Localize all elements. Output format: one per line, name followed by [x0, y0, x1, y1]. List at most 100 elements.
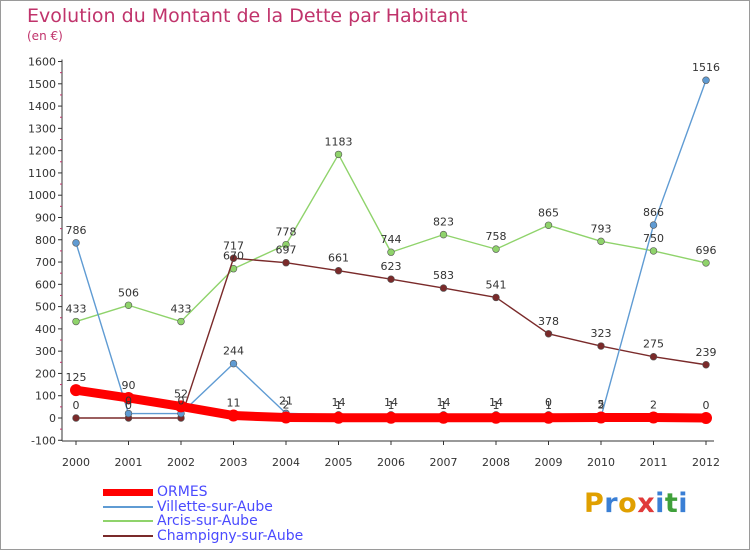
- data-label: 758: [486, 230, 507, 243]
- axes: -100010020030040050060070080090010001100…: [28, 56, 720, 469]
- data-point: [334, 267, 343, 275]
- legend-swatch-champigny: [103, 534, 153, 537]
- x-tick-label: 2011: [640, 456, 668, 469]
- data-point: [72, 414, 80, 422]
- data-label: 0: [178, 395, 185, 408]
- x-tick-label: 2005: [325, 456, 353, 469]
- data-label: 1: [388, 399, 395, 412]
- y-tick-label: 800: [35, 234, 56, 247]
- data-label: 583: [433, 269, 454, 282]
- x-tick-label: 2009: [535, 456, 563, 469]
- data-label: 1: [545, 399, 552, 412]
- data-point: [227, 409, 240, 422]
- data-label: 433: [66, 303, 87, 316]
- series-layer: [70, 76, 712, 424]
- data-label: 125: [66, 371, 87, 384]
- x-tick-label: 2007: [430, 456, 458, 469]
- logo-letter: o: [618, 488, 638, 519]
- data-label: 786: [66, 224, 87, 237]
- x-tick-label: 2008: [482, 456, 510, 469]
- data-point: [387, 248, 395, 256]
- data-label: 866: [643, 206, 664, 219]
- data-label: 696: [696, 244, 717, 257]
- data-label: 14: [489, 396, 503, 409]
- y-tick-label: 1100: [28, 167, 56, 180]
- data-point: [175, 400, 187, 413]
- data-label: 670: [223, 250, 244, 263]
- data-label: 865: [538, 206, 559, 219]
- data-label: 0: [125, 395, 132, 408]
- data-point: [280, 411, 292, 424]
- data-label: 5: [598, 398, 605, 411]
- data-point: [229, 254, 238, 262]
- data-point: [439, 230, 448, 239]
- data-label: 21: [279, 394, 293, 407]
- legend-swatch-villette: [103, 505, 153, 508]
- line-chart: -100010020030040050060070080090010001100…: [28, 56, 721, 469]
- data-point: [490, 411, 502, 424]
- y-tick-label: -100: [31, 434, 56, 447]
- y-tick-label: 1500: [28, 78, 56, 91]
- data-label: 1183: [325, 135, 353, 148]
- data-label: 239: [696, 346, 717, 359]
- x-tick-label: 2000: [62, 456, 90, 469]
- data-point: [649, 247, 658, 255]
- data-point: [334, 150, 343, 159]
- data-label: 244: [223, 345, 244, 358]
- data-label: 275: [643, 338, 664, 351]
- data-label: 14: [332, 396, 346, 409]
- data-label: 717: [223, 239, 244, 252]
- data-label: 0: [73, 399, 80, 412]
- data-label: 1: [493, 399, 500, 412]
- data-point: [177, 317, 185, 326]
- data-point: [647, 411, 660, 424]
- data-point: [649, 221, 658, 229]
- data-label: 697: [276, 244, 297, 257]
- legend-swatch-arcis: [103, 520, 153, 522]
- data-point: [700, 412, 712, 424]
- x-tick-label: 2012: [692, 456, 720, 469]
- data-point: [229, 359, 238, 368]
- y-tick-label: 0: [49, 412, 56, 425]
- data-point: [122, 391, 135, 404]
- y-tick-label: 1000: [28, 189, 56, 202]
- y-tick-label: 1400: [28, 100, 56, 113]
- logo-letter: P: [584, 488, 605, 519]
- data-label: 2: [650, 399, 657, 412]
- logo-letter: i: [678, 488, 689, 519]
- data-point: [492, 293, 500, 302]
- logo-letter: x: [637, 488, 656, 519]
- data-label: 11: [227, 397, 241, 410]
- data-label: 52: [174, 387, 188, 400]
- y-tick-label: 1300: [28, 122, 56, 135]
- y-tick-label: 200: [35, 367, 56, 380]
- data-point: [542, 411, 555, 424]
- data-point: [702, 76, 710, 84]
- x-tick-label: 2001: [115, 456, 143, 469]
- y-tick-label: 600: [35, 278, 56, 291]
- data-point: [492, 245, 500, 253]
- y-tick-label: 700: [35, 256, 56, 269]
- data-point: [702, 259, 710, 267]
- y-tick-label: 400: [35, 323, 56, 336]
- data-label: 323: [591, 327, 612, 340]
- legend-label-ormes: ORMES: [157, 484, 208, 500]
- data-label: 378: [538, 315, 559, 328]
- data-point: [595, 411, 607, 424]
- x-tick-label: 2003: [220, 456, 248, 469]
- logo-letter: i: [655, 488, 665, 519]
- data-label: 2: [283, 399, 290, 412]
- data-label: 823: [433, 216, 454, 229]
- data-label: 14: [384, 396, 398, 409]
- x-tick-label: 2006: [377, 456, 405, 469]
- chart-title: Evolution du Montant de la Dette par Hab…: [27, 5, 468, 27]
- data-label: 14: [437, 396, 451, 409]
- data-point: [649, 353, 658, 361]
- y-tick-label: 500: [35, 301, 56, 314]
- data-label: 90: [122, 379, 136, 392]
- data-label: 433: [171, 303, 192, 316]
- logo-letter: r: [604, 488, 619, 519]
- data-label: 2: [598, 399, 605, 412]
- data-point: [702, 361, 710, 369]
